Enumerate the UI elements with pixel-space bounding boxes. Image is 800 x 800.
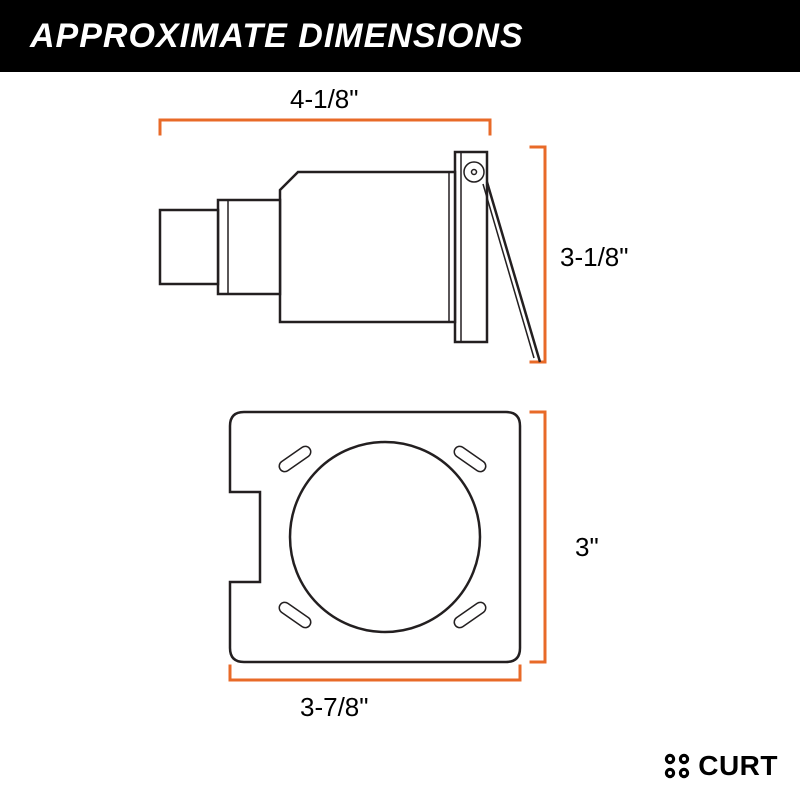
- dimension-drawing: [0, 72, 800, 762]
- dim-side-height: 3-1/8": [560, 242, 629, 273]
- header-bar: APPROXIMATE DIMENSIONS: [0, 0, 800, 72]
- brand-logo: CURT: [662, 750, 778, 782]
- page-title: APPROXIMATE DIMENSIONS: [30, 17, 524, 56]
- dim-top-width: 4-1/8": [290, 84, 359, 115]
- logo-text: CURT: [698, 750, 778, 782]
- diagram-canvas: 4-1/8" 3-1/8" 3" 3-7/8": [0, 72, 800, 800]
- dim-plate-width: 3-7/8": [300, 692, 369, 723]
- logo-icon: [662, 751, 692, 781]
- dim-plate-height: 3": [575, 532, 599, 563]
